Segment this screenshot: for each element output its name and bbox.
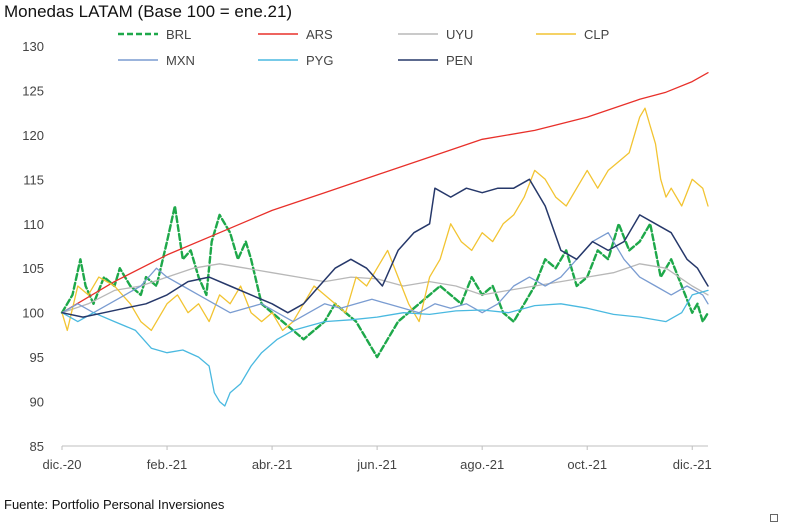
x-tick-label: oct.-21 xyxy=(567,457,607,472)
x-tick-label: dic.-21 xyxy=(673,457,712,472)
x-tick-label: dic.-20 xyxy=(42,457,81,472)
legend-label-mxn: MXN xyxy=(166,53,195,68)
legend-label-clp: CLP xyxy=(584,27,609,42)
y-tick-label: 85 xyxy=(30,439,44,454)
x-tick-label: abr.-21 xyxy=(252,457,292,472)
y-tick-label: 90 xyxy=(30,395,44,410)
x-tick-label: ago.-21 xyxy=(460,457,504,472)
legend-label-pyg: PYG xyxy=(306,53,333,68)
series-line-uyu xyxy=(61,263,709,314)
x-tick-label: feb.-21 xyxy=(147,457,187,472)
y-tick-label: 120 xyxy=(22,128,44,143)
series-line-ars xyxy=(61,72,709,314)
y-tick-label: 130 xyxy=(22,39,44,54)
y-tick-label: 100 xyxy=(22,306,44,321)
series-line-clp xyxy=(61,107,709,332)
legend-label-ars: ARS xyxy=(306,27,333,42)
source-note: Fuente: Portfolio Personal Inversiones xyxy=(4,497,225,512)
chart-title: Monedas LATAM (Base 100 = ene.21) xyxy=(4,2,293,21)
x-tick-label: jun.-21 xyxy=(356,457,397,472)
legend-label-pen: PEN xyxy=(446,53,473,68)
y-tick-label: 125 xyxy=(22,83,44,98)
series-line-pyg xyxy=(61,289,709,407)
y-tick-label: 105 xyxy=(22,261,44,276)
y-tick-label: 110 xyxy=(23,217,44,232)
resize-handle-icon xyxy=(770,514,778,522)
series-line-mxn xyxy=(61,232,709,323)
series-line-pen xyxy=(61,178,709,318)
legend-label-uyu: UYU xyxy=(446,27,473,42)
legend-label-brl: BRL xyxy=(166,27,191,42)
y-tick-label: 115 xyxy=(23,172,44,187)
y-tick-label: 95 xyxy=(30,350,44,365)
